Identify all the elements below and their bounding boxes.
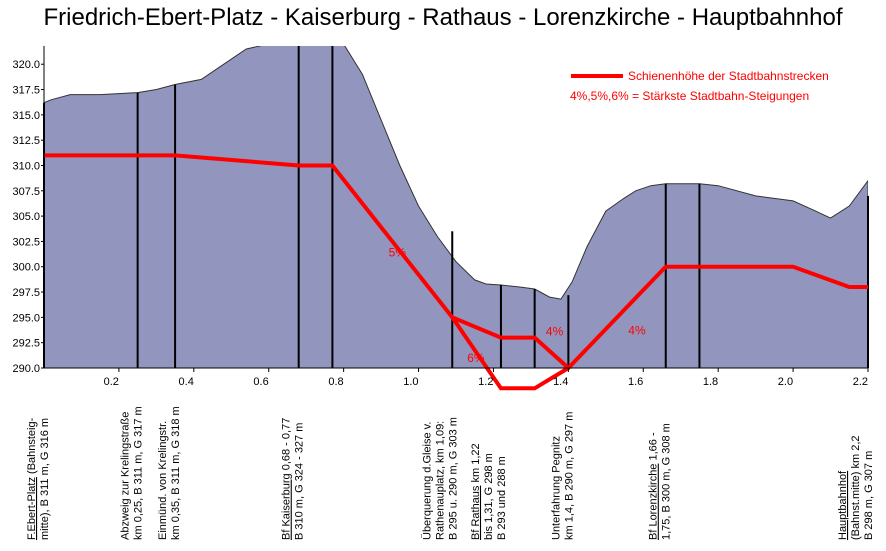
station-label-5-line-0: Überquerung d.Gleise v. [421,422,433,540]
y-tick-label-1: 292.5 [12,338,40,350]
y-tick-label-12: 320.0 [12,59,40,71]
y-tick-label-8: 310.0 [12,160,40,172]
terrain-area [44,46,868,368]
gradient-label-2: 4% [546,325,564,339]
x-tick-label-4: 1.0 [403,376,418,388]
legend: Schienenhöhe der Stadtbahnstrecken 4%,5%,… [570,69,829,103]
x-tick-label-7: 1.6 [628,376,643,388]
y-tick-label-6: 305.0 [12,211,40,223]
station-label-2: Einmünd. von Krelingstr.km 0,35, B 311 m… [157,406,182,540]
track-lines-layer: 5% 6% 4% 4% [44,153,868,391]
station-name: Hauptbahnhof [837,470,849,540]
track-line-0 [44,153,868,371]
station-name: Bf Kaiserburg [281,473,293,540]
x-tick-label-8: 1.8 [703,376,718,388]
station-label-8: Unterfahrung Pegnitzkm 1,4, B 290 m, G 2… [550,412,575,540]
x-tick-label-6: 1.4 [553,376,568,388]
station-label-6-line-2: B 293 und 288 m [496,456,508,540]
y-tick-label-3: 297.5 [12,287,40,299]
station-label-6-line-1: bis 1,31, G 298 m [483,453,495,540]
station-name: F.Ebert-Platz [26,477,38,540]
y-tick-label-5: 302.5 [12,236,40,248]
x-tick-label-9: 2.0 [778,376,793,388]
station-label-1: Abzweig zur Krelingstraßekm 0,25, B 311 … [120,406,145,540]
station-label-5-line-1: Rathenauplatz, km 1,09: [434,421,446,540]
station-label-11-line-1: (Bahnst.mitte) km 2,2 [850,435,862,540]
station-label-9: Bf Lorenzkirche 1,66 -1,75, B 300 m, G 3… [648,423,673,540]
x-tick-label-0: 0.2 [104,376,119,388]
station-label-2-line-0: Einmünd. von Krelingstr. [157,421,169,540]
station-label-11: Hauptbahnhof(Bahnst.mitte) km 2,2B 298 m… [837,435,875,540]
station-label-9-line-0: Bf Lorenzkirche 1,66 - [648,432,660,540]
gradient-label-1: 6% [467,351,485,365]
station-label-6-line-0: Bf Rathaus km 1,22 [470,443,482,540]
x-tick-label-5: 1.2 [478,376,493,388]
gradient-label-3: 4% [628,324,646,338]
station-labels-layer: F.Ebert-Platz (Bahnsteig-mitte), B 311 m… [26,406,875,540]
terrain-area-layer [44,46,868,368]
legend-line-label: Schienenhöhe der Stadtbahnstrecken [628,69,829,83]
station-label-6: Bf Rathaus km 1,22bis 1,31, G 298 mB 293… [470,443,508,540]
station-label-11-line-0: Hauptbahnhof [837,470,849,540]
y-tick-label-9: 312.5 [12,135,40,147]
y-tick-label-4: 300.0 [12,262,40,274]
station-name: Bf Lorenzkirche [648,464,660,540]
station-label-11-line-2: B 298 m, G 307 m [863,451,875,540]
y-tick-label-2: 295.0 [12,312,40,324]
x-tick-label-2: 0.6 [253,376,268,388]
station-label-3: Bf Kaiserburg 0,68 - 0,77B 310 m, G 324 … [281,418,306,540]
chart-title: Friedrich-Ebert-Platz - Kaiserburg - Rat… [43,4,843,31]
station-label-3-line-1: B 310 m, G 324 - 327 m [294,423,306,540]
station-label-2-line-1: km 0,35, B 311 m, G 318 m [170,406,182,540]
legend-note: 4%,5%,6% = Stärkste Stadtbahn-Steigungen [570,89,809,103]
y-tick-label-0: 290.0 [12,363,40,375]
x-tick-label-10: 2.2 [853,376,868,388]
x-tick-label-3: 0.8 [328,376,343,388]
station-name: Bf Rathaus [470,485,482,540]
station-label-0-line-1: mitte), B 311 m, G 316 m [39,418,51,540]
station-label-1-line-1: km 0,25, B 311 m, G 317 m [133,406,145,540]
station-label-1-line-0: Abzweig zur Krelingstraße [120,412,132,540]
station-label-8-line-1: km 1,4, B 290 m, G 297 m [563,412,575,540]
axes-layer: 290.0 292.5 295.0 297.5 300.0 302.5 305.0 307.5… [12,46,869,388]
station-label-0-line-0: F.Ebert-Platz (Bahnsteig- [26,417,38,540]
y-tick-label-7: 307.5 [12,186,40,198]
gradient-label-0: 5% [389,246,407,260]
station-label-5: Überquerung d.Gleise v.Rathenauplatz, km… [421,417,459,540]
station-label-5-line-2: B 295 u. 290 m, G 303 m [447,417,459,540]
x-tick-label-1: 0.4 [179,376,194,388]
station-label-8-line-0: Unterfahrung Pegnitz [550,436,562,540]
track-line-1 [450,316,570,391]
y-tick-label-11: 317.5 [12,85,40,97]
station-label-3-line-0: Bf Kaiserburg 0,68 - 0,77 [281,418,293,540]
station-label-9-line-1: 1,75, B 300 m, G 308 m [661,423,673,540]
station-label-0: F.Ebert-Platz (Bahnsteig-mitte), B 311 m… [26,417,51,540]
y-tick-label-10: 315.0 [12,110,40,122]
